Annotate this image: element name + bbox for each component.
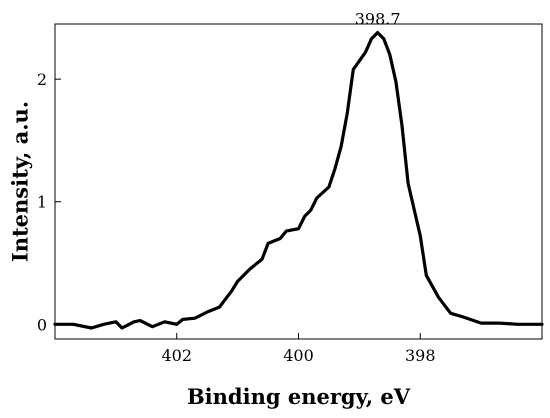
x-axis-title: Binding energy, eV [187,384,411,409]
y-tick-label: 0 [37,315,47,334]
peak-annotation: 398.7 [355,10,401,29]
y-tick-label: 2 [37,70,47,89]
x-tick-label: 398 [405,346,436,365]
y-tick-label: 1 [37,193,47,212]
y-axis-title: Intensity, a.u. [8,101,33,262]
plot-frame [54,23,543,340]
x-tick-label: 402 [161,346,192,365]
spectrum-line [53,31,544,330]
x-tick-label: 400 [283,346,314,365]
